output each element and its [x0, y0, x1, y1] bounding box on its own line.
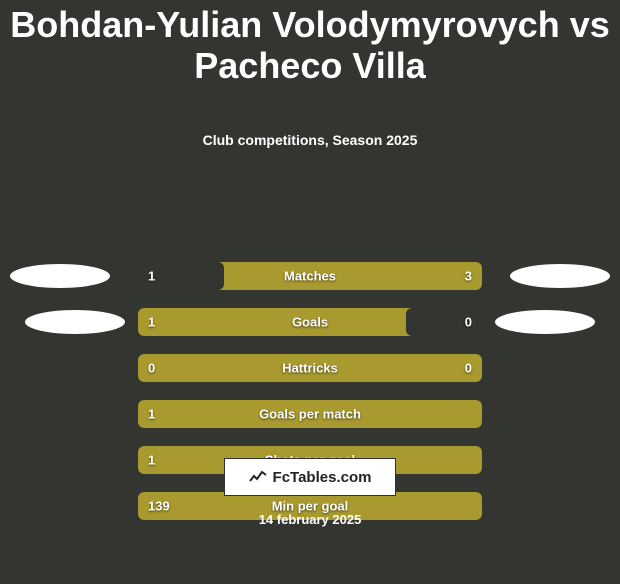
player-oval	[25, 310, 125, 334]
stat-row: 1 3 Matches	[138, 262, 482, 290]
stat-value-right: 0	[465, 314, 472, 329]
stat-metric-label: Hattricks	[282, 360, 338, 375]
stat-row: 1 0 Goals	[138, 308, 482, 336]
chart-icon	[249, 470, 267, 484]
stat-value-left: 0	[148, 360, 155, 375]
stat-value-left: 1	[148, 268, 155, 283]
stat-row: 0 0 Hattricks	[138, 354, 482, 382]
stat-value-left: 1	[148, 406, 155, 421]
player-oval	[495, 310, 595, 334]
stat-row: 1 Goals per match	[138, 400, 482, 428]
stat-value-right: 3	[465, 268, 472, 283]
stat-value-right: 0	[465, 360, 472, 375]
player-oval	[10, 264, 110, 288]
stat-value-left: 1	[148, 452, 155, 467]
footer-text: FcTables.com	[273, 469, 372, 486]
footer-date: 14 february 2025	[259, 512, 362, 527]
footer-attribution: FcTables.com	[224, 458, 396, 496]
page-title: Bohdan-Yulian Volodymyrovych vs Pacheco …	[0, 4, 620, 87]
stat-metric-label: Matches	[284, 268, 336, 283]
stat-metric-label: Goals per match	[259, 406, 361, 421]
stat-value-left: 1	[148, 314, 155, 329]
page-subtitle: Club competitions, Season 2025	[0, 132, 620, 148]
stat-metric-label: Goals	[292, 314, 328, 329]
stat-value-left: 139	[148, 498, 170, 513]
player-oval	[510, 264, 610, 288]
